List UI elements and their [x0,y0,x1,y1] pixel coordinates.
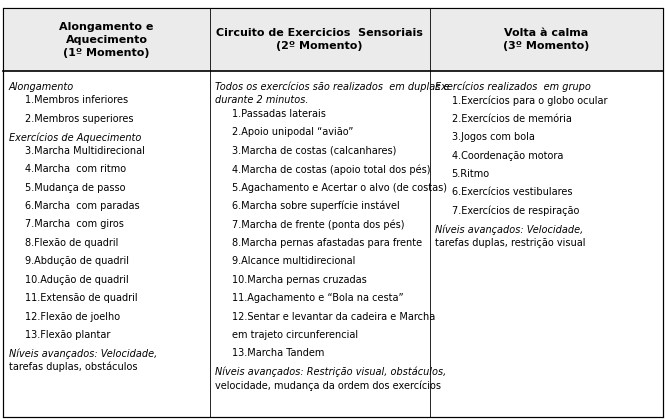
Text: 7.Exercícios de respiração: 7.Exercícios de respiração [452,206,579,216]
Text: 7.Marcha de frente (ponta dos pés): 7.Marcha de frente (ponta dos pés) [232,220,404,230]
Text: 3.Jogos com bola: 3.Jogos com bola [452,132,534,142]
Text: 13.Marcha Tandem: 13.Marcha Tandem [232,349,324,358]
Text: 7.Marcha  com giros: 7.Marcha com giros [25,220,124,229]
Text: 9.Abdução de quadril: 9.Abdução de quadril [25,256,129,266]
Text: 5.Mudança de passo: 5.Mudança de passo [25,183,126,192]
Text: 6.Exercícios vestibulares: 6.Exercícios vestibulares [452,187,572,197]
Text: 9.Alcance multidirecional: 9.Alcance multidirecional [232,256,355,266]
Text: 1.Exercícios para o globo ocular: 1.Exercícios para o globo ocular [452,95,607,106]
Text: tarefas duplas, restrição visual: tarefas duplas, restrição visual [435,238,585,248]
Text: Volta à calma
(3º Momento): Volta à calma (3º Momento) [503,28,589,52]
Text: 3.Marcha Multidirecional: 3.Marcha Multidirecional [25,146,145,155]
Text: Níveis avançados: Velocidade,: Níveis avançados: Velocidade, [435,224,583,235]
Text: 2.Membros superiores: 2.Membros superiores [25,114,134,124]
Text: 6.Marcha  com paradas: 6.Marcha com paradas [25,201,140,211]
Text: Níveis avançados: Velocidade,: Níveis avançados: Velocidade, [9,349,157,359]
Text: 10.Marcha pernas cruzadas: 10.Marcha pernas cruzadas [232,275,366,285]
Text: em trajeto circunferencial: em trajeto circunferencial [232,330,358,340]
Text: 12.Flexão de joelho: 12.Flexão de joelho [25,312,121,321]
Text: velocidade, mudança da ordem dos exercícios: velocidade, mudança da ordem dos exercíc… [215,380,441,391]
Text: 1.Membros inferiores: 1.Membros inferiores [25,95,129,105]
Text: 5.Agachamento e Acertar o alvo (de costas): 5.Agachamento e Acertar o alvo (de costa… [232,183,447,192]
Text: Alongamento e
Aquecimento
(1º Momento): Alongamento e Aquecimento (1º Momento) [59,22,154,58]
Text: 11.Agachamento e “Bola na cesta”: 11.Agachamento e “Bola na cesta” [232,293,404,303]
Text: 8.Flexão de quadril: 8.Flexão de quadril [25,238,119,248]
Text: 6.Marcha sobre superfície instável: 6.Marcha sobre superfície instável [232,201,400,212]
Text: 2.Exercícios de memória: 2.Exercícios de memória [452,114,571,124]
Text: Exercícios realizados  em grupo: Exercícios realizados em grupo [435,82,591,92]
Text: 4.Coordenação motora: 4.Coordenação motora [452,150,563,160]
Text: Circuito de Exercicios  Sensoriais
(2º Momento): Circuito de Exercicios Sensoriais (2º Mo… [216,28,423,52]
Bar [3,8,663,71]
Text: 1.Passadas laterais: 1.Passadas laterais [232,109,326,119]
Text: 13.Flexão plantar: 13.Flexão plantar [25,330,111,340]
Text: 12.Sentar e levantar da cadeira e Marcha: 12.Sentar e levantar da cadeira e Marcha [232,312,435,321]
Text: 5.Ritmo: 5.Ritmo [452,169,490,179]
Text: 2.Apoio unipodal “avião”: 2.Apoio unipodal “avião” [232,127,353,137]
Text: tarefas duplas, obstáculos: tarefas duplas, obstáculos [9,362,137,372]
Text: 4.Marcha de costas (apoio total dos pés): 4.Marcha de costas (apoio total dos pés) [232,164,430,175]
Text: durante 2 minutos.: durante 2 minutos. [215,95,308,105]
Text: 4.Marcha  com ritmo: 4.Marcha com ritmo [25,164,127,174]
Text: Alongamento: Alongamento [9,82,74,92]
Text: 3.Marcha de costas (calcanhares): 3.Marcha de costas (calcanhares) [232,146,396,155]
Text: 8.Marcha pernas afastadas para frente: 8.Marcha pernas afastadas para frente [232,238,422,248]
Text: Níveis avançados: Restrição visual, obstáculos,: Níveis avançados: Restrição visual, obst… [215,367,446,378]
Text: 10.Adução de quadril: 10.Adução de quadril [25,275,129,285]
Text: 11.Extensão de quadril: 11.Extensão de quadril [25,293,138,303]
Text: Exercícios de Aquecimento: Exercícios de Aquecimento [9,132,141,142]
Text: Todos os exercícios são realizados  em duplas e: Todos os exercícios são realizados em du… [215,82,450,92]
